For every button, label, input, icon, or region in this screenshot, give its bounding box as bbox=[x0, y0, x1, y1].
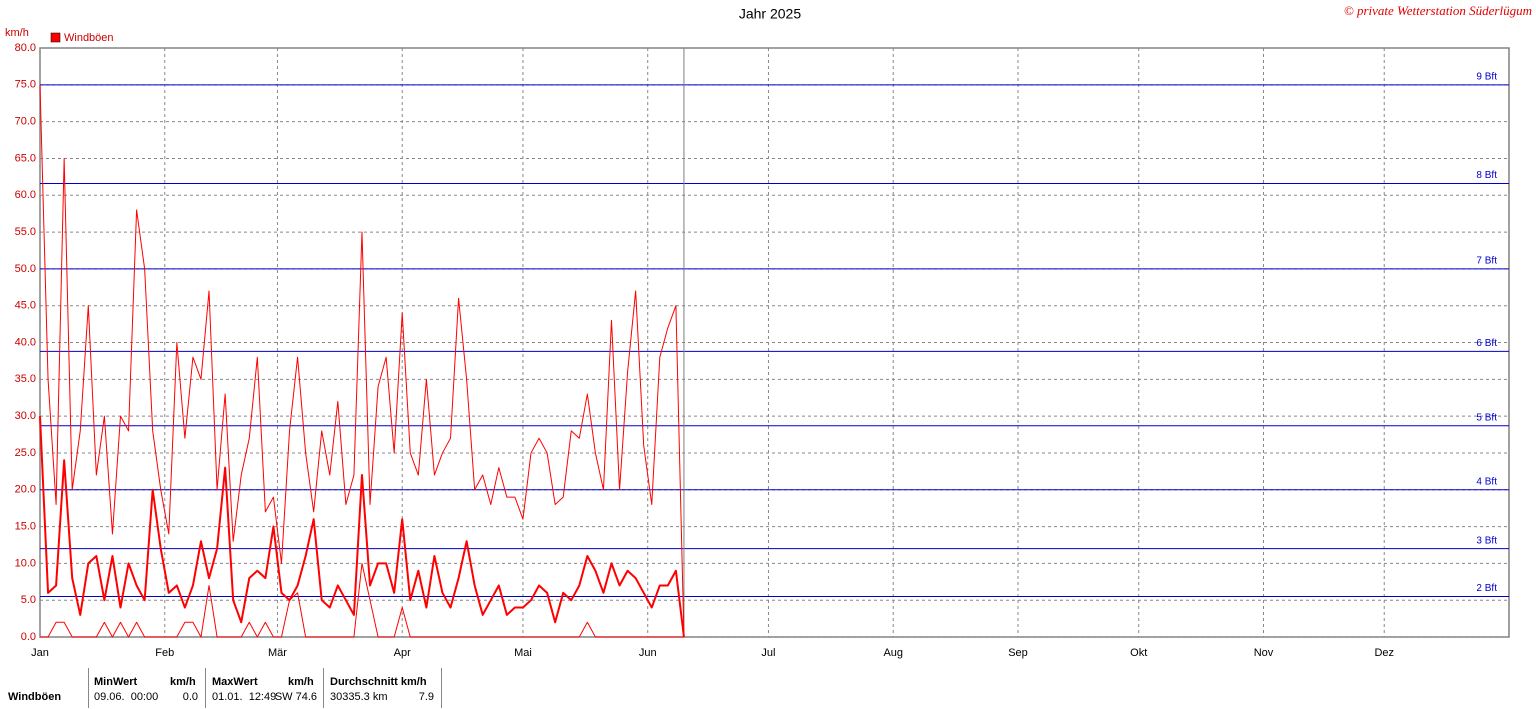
y-tick-label: 5.0 bbox=[21, 594, 36, 606]
y-tick-label: 0.0 bbox=[21, 631, 36, 643]
reference-label: 5 Bft bbox=[1476, 412, 1497, 423]
reference-label: 4 Bft bbox=[1476, 476, 1497, 487]
x-tick-label: Mär bbox=[268, 647, 287, 659]
legend-swatch bbox=[50, 32, 61, 43]
x-tick-label: Jun bbox=[639, 647, 657, 659]
stats-value: SW 74.6 bbox=[274, 691, 317, 703]
series-line bbox=[39, 84, 685, 638]
y-tick-label: 10.0 bbox=[15, 557, 36, 569]
x-tick-label: Feb bbox=[155, 647, 174, 659]
y-tick-label: 45.0 bbox=[15, 300, 36, 312]
y-tick-label: 20.0 bbox=[15, 484, 36, 496]
series-line bbox=[40, 562, 684, 638]
stats-header: Durchschnitt km/h bbox=[330, 676, 427, 688]
stats-unit: km/h bbox=[288, 676, 314, 688]
y-tick-label: 25.0 bbox=[15, 447, 36, 459]
y-tick-label: 30.0 bbox=[15, 410, 36, 422]
reference-label: 9 Bft bbox=[1476, 71, 1497, 82]
y-tick-label: 15.0 bbox=[15, 520, 36, 532]
chart-title: Jahr 2025 bbox=[739, 6, 801, 22]
stats-header: MaxWert bbox=[212, 676, 258, 688]
stats-value: 7.9 bbox=[418, 691, 434, 703]
x-tick-label: Sep bbox=[1008, 647, 1028, 659]
legend-label: Windböen bbox=[64, 32, 114, 44]
series-line bbox=[39, 416, 685, 638]
stats-date: 01.01. 12:49 bbox=[212, 691, 277, 703]
reference-label: 7 Bft bbox=[1476, 256, 1497, 267]
x-tick-label: Nov bbox=[1254, 647, 1274, 659]
stats-header: MinWert bbox=[94, 676, 138, 688]
x-tick-label: Okt bbox=[1130, 647, 1147, 659]
separator bbox=[323, 668, 324, 708]
stats-label: Windböen bbox=[8, 691, 62, 703]
separator bbox=[205, 668, 206, 708]
x-tick-label: Mai bbox=[514, 647, 532, 659]
reference-label: 8 Bft bbox=[1476, 170, 1497, 181]
x-tick-label: Jul bbox=[761, 647, 775, 659]
separator bbox=[441, 668, 442, 708]
y-tick-label: 35.0 bbox=[15, 373, 36, 385]
chart: Jahr 2025 © private Wetterstation Süderl… bbox=[5, 3, 1532, 659]
stats-unit: km/h bbox=[170, 676, 196, 688]
reference-label: 3 Bft bbox=[1476, 535, 1497, 546]
y-unit: km/h bbox=[5, 27, 29, 39]
y-tick-label: 40.0 bbox=[15, 336, 36, 348]
reference-label: 2 Bft bbox=[1476, 583, 1497, 594]
copyright: © private Wetterstation Süderlügum bbox=[1344, 3, 1532, 18]
stats-distance: 30335.3 km bbox=[330, 691, 388, 703]
stats-value: 0.0 bbox=[182, 691, 198, 703]
separator bbox=[88, 668, 89, 708]
x-tick-label: Aug bbox=[883, 647, 903, 659]
y-tick-label: 55.0 bbox=[15, 226, 36, 238]
y-tick-label: 60.0 bbox=[15, 189, 36, 201]
y-tick-label: 50.0 bbox=[15, 263, 36, 275]
y-tick-label: 75.0 bbox=[15, 79, 36, 91]
y-tick-label: 80.0 bbox=[15, 42, 36, 54]
y-tick-label: 70.0 bbox=[15, 116, 36, 128]
stats-date: 09.06. 00:00 bbox=[94, 691, 159, 703]
x-tick-label: Dez bbox=[1374, 647, 1394, 659]
x-tick-label: Jan bbox=[31, 647, 49, 659]
y-tick-label: 65.0 bbox=[15, 152, 36, 164]
reference-label: 6 Bft bbox=[1476, 338, 1497, 349]
x-tick-label: Apr bbox=[394, 647, 411, 659]
